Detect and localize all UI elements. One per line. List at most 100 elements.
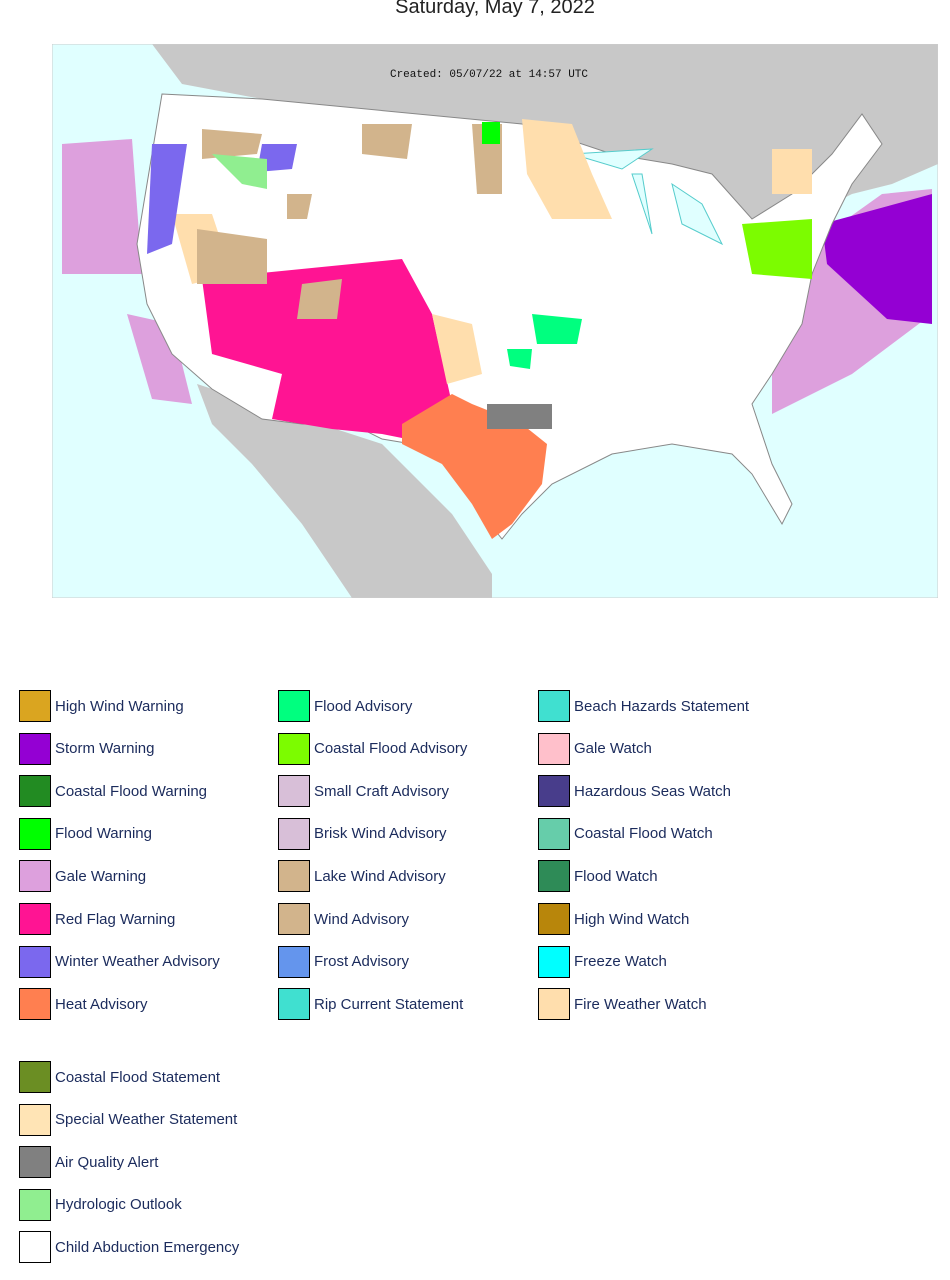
- legend-swatch: [538, 860, 570, 893]
- legend-swatch: [19, 988, 51, 1021]
- legend-swatch: [19, 1188, 51, 1221]
- legend-swatch: [19, 775, 51, 808]
- legend-label: Flood Advisory: [314, 697, 413, 715]
- legend-item: Air Quality Alert: [19, 1146, 159, 1179]
- winter-area: [147, 144, 187, 254]
- legend-label: High Wind Warning: [55, 697, 184, 715]
- legend-swatch: [278, 817, 310, 850]
- legend-swatch: [278, 775, 310, 808]
- legend-item: Special Weather Statement: [19, 1103, 237, 1136]
- legend-label: Lake Wind Advisory: [314, 867, 446, 885]
- legend-label: Red Flag Warning: [55, 910, 176, 928]
- legend-item: Freeze Watch: [538, 945, 667, 978]
- legend-item: Coastal Flood Advisory: [278, 732, 468, 765]
- wind-area: [297, 279, 342, 319]
- great-lakes: [571, 148, 724, 246]
- legend-item: Gale Watch: [538, 732, 652, 765]
- legend-item: Child Abduction Emergency: [19, 1231, 240, 1264]
- legend-swatch: [538, 945, 570, 978]
- legend-item: High Wind Watch: [538, 903, 689, 935]
- legend-item: Winter Weather Advisory: [19, 945, 220, 978]
- legend-item: High Wind Warning: [19, 690, 184, 722]
- page-title: Saturday, May 7, 2022: [395, 0, 595, 18]
- legend-item: Lake Wind Advisory: [278, 860, 446, 893]
- gale-zone: [127, 314, 192, 404]
- legend-item: Red Flag Warning: [19, 903, 175, 935]
- legend-label: Coastal Flood Advisory: [314, 740, 468, 758]
- legend-label: Storm Warning: [55, 740, 155, 758]
- legend-label: Coastal Flood Warning: [55, 782, 208, 800]
- wind-area: [202, 129, 262, 159]
- legend-label: Hydrologic Outlook: [55, 1196, 182, 1214]
- legend-label: Wind Advisory: [314, 910, 410, 928]
- legend-item: Gale Warning: [19, 860, 147, 893]
- created-stamp: Created: 05/07/22 at 14:57 UTC: [390, 69, 588, 81]
- legend-swatch: [278, 690, 310, 722]
- legend-swatch: [19, 860, 51, 893]
- legend-item: Wind Advisory: [278, 903, 409, 935]
- legend-item: Hazardous Seas Watch: [538, 775, 732, 808]
- legend-swatch: [19, 690, 51, 722]
- legend-swatch: [19, 1061, 51, 1093]
- fire-weather-area: [432, 314, 482, 384]
- legend-label: Freeze Watch: [574, 953, 667, 971]
- legend-label: Rip Current Statement: [314, 995, 464, 1013]
- legend-swatch: [538, 903, 570, 935]
- red-flag-area: [202, 259, 452, 444]
- legend-label: Gale Watch: [574, 740, 652, 758]
- wind-area: [197, 229, 267, 284]
- legend-swatch: [538, 690, 570, 722]
- alert-map: Created: 05/07/22 at 14:57 UTC: [52, 44, 938, 598]
- air-quality-area: [487, 404, 552, 429]
- legend-item: Rip Current Statement: [278, 988, 464, 1021]
- legend-label: Air Quality Alert: [55, 1153, 159, 1171]
- flood-area: [482, 122, 500, 144]
- legend-label: Brisk Wind Advisory: [314, 825, 447, 843]
- fire-weather-area: [772, 149, 812, 194]
- legend-item: Heat Advisory: [19, 988, 148, 1021]
- legend-swatch: [19, 1103, 51, 1136]
- legend-item: Flood Warning: [19, 817, 152, 850]
- gale-zone: [62, 139, 142, 274]
- wind-area: [362, 124, 412, 159]
- legend-item: Small Craft Advisory: [278, 775, 449, 808]
- legend-item: Coastal Flood Warning: [19, 775, 208, 808]
- legend-label: Frost Advisory: [314, 953, 410, 971]
- fire-weather-area: [522, 119, 612, 219]
- legend-swatch: [278, 945, 310, 978]
- legend-label: Hazardous Seas Watch: [574, 782, 732, 800]
- legend-swatch: [19, 732, 51, 765]
- legend-swatch: [538, 988, 570, 1021]
- legend-swatch: [278, 860, 310, 893]
- legend-label: Winter Weather Advisory: [55, 953, 220, 971]
- legend-swatch: [19, 903, 51, 935]
- legend-swatch: [278, 732, 310, 765]
- legend-item: Flood Advisory: [278, 690, 412, 722]
- legend-item: Brisk Wind Advisory: [278, 817, 447, 850]
- legend-swatch: [19, 1146, 51, 1179]
- storm-zone: [822, 194, 932, 324]
- legend-label: Flood Warning: [55, 825, 152, 843]
- legend-swatch: [19, 1231, 51, 1264]
- hydrologic-area: [212, 154, 267, 189]
- legend-swatch: [278, 988, 310, 1021]
- flood-advisory-area: [507, 314, 582, 369]
- legend-label: Gale Warning: [55, 867, 147, 885]
- legend-label: High Wind Watch: [574, 910, 690, 928]
- legend-item: Frost Advisory: [278, 945, 410, 978]
- legend-item: Hydrologic Outlook: [19, 1188, 182, 1221]
- legend-swatch: [19, 817, 51, 850]
- wind-area: [287, 194, 312, 219]
- legend-item: Coastal Flood Statement: [19, 1061, 220, 1093]
- coastal-flood-area: [742, 219, 812, 279]
- legend-label: Coastal Flood Watch: [574, 825, 713, 843]
- heat-area: [402, 394, 547, 539]
- mexico: [197, 384, 492, 598]
- legend-label: Child Abduction Emergency: [55, 1238, 240, 1256]
- legend-item: Coastal Flood Watch: [538, 817, 713, 850]
- legend-swatch: [538, 817, 570, 850]
- legend-swatch: [538, 775, 570, 808]
- legend-item: Fire Weather Watch: [538, 988, 707, 1021]
- legend-label: Fire Weather Watch: [574, 995, 707, 1013]
